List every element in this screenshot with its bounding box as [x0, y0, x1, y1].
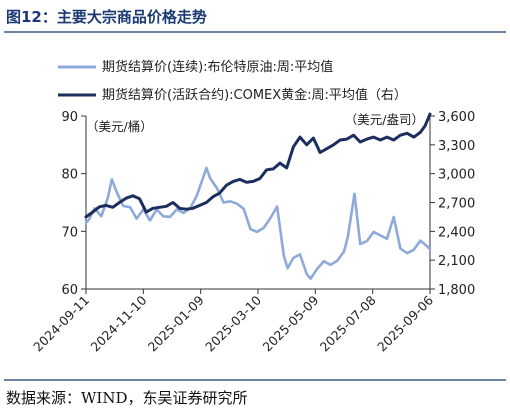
right-tick-label: 3,600: [438, 110, 475, 125]
right-tick-label: 2,100: [438, 254, 475, 269]
axes: 60 70 80 90 1,800 2,100 2,400 2,700 3,000 3,300 3,…: [30, 110, 475, 354]
series-lines: [84, 112, 432, 280]
left-tick-label: 90: [61, 110, 78, 125]
right-tick-label: 3,300: [438, 139, 475, 154]
x-tick-label: 2025-09-06: [374, 292, 436, 354]
x-tick-label: 2024-11-10: [87, 292, 149, 354]
right-tick-label: 2,400: [438, 225, 475, 240]
source-note: 数据来源：WIND，东吴证券研究所: [6, 389, 248, 407]
series-line-comex-gold: [84, 112, 432, 219]
legend-label-gold: 期货结算价(活跃合约):COMEX黄金:周:平均值（右）: [102, 87, 407, 103]
left-tick-label: 80: [61, 168, 78, 183]
x-tick-label: 2024-09-11: [30, 293, 92, 355]
right-tick-label: 1,800: [438, 283, 475, 298]
x-tick-label: 2025-03-10: [202, 292, 264, 354]
x-tick-label: 2025-05-09: [259, 292, 321, 354]
right-tick-label: 2,700: [438, 197, 475, 212]
right-tick-label: 3,000: [438, 168, 475, 183]
right-axis-unit: （美元/盎司）: [345, 112, 424, 127]
left-axis-unit: （美元/桶）: [86, 119, 153, 134]
left-tick-label: 70: [61, 225, 78, 240]
legend-label-brent: 期货结算价(连续):布伦特原油:周:平均值: [102, 59, 333, 75]
series-line-brent-oil: [84, 166, 432, 280]
x-tick-label: 2025-07-08: [317, 292, 379, 354]
chart-title: 图12：主要大宗商品价格走势: [6, 8, 207, 26]
left-tick-label: 60: [61, 283, 78, 298]
x-tick-label: 2025-01-09: [145, 292, 207, 354]
